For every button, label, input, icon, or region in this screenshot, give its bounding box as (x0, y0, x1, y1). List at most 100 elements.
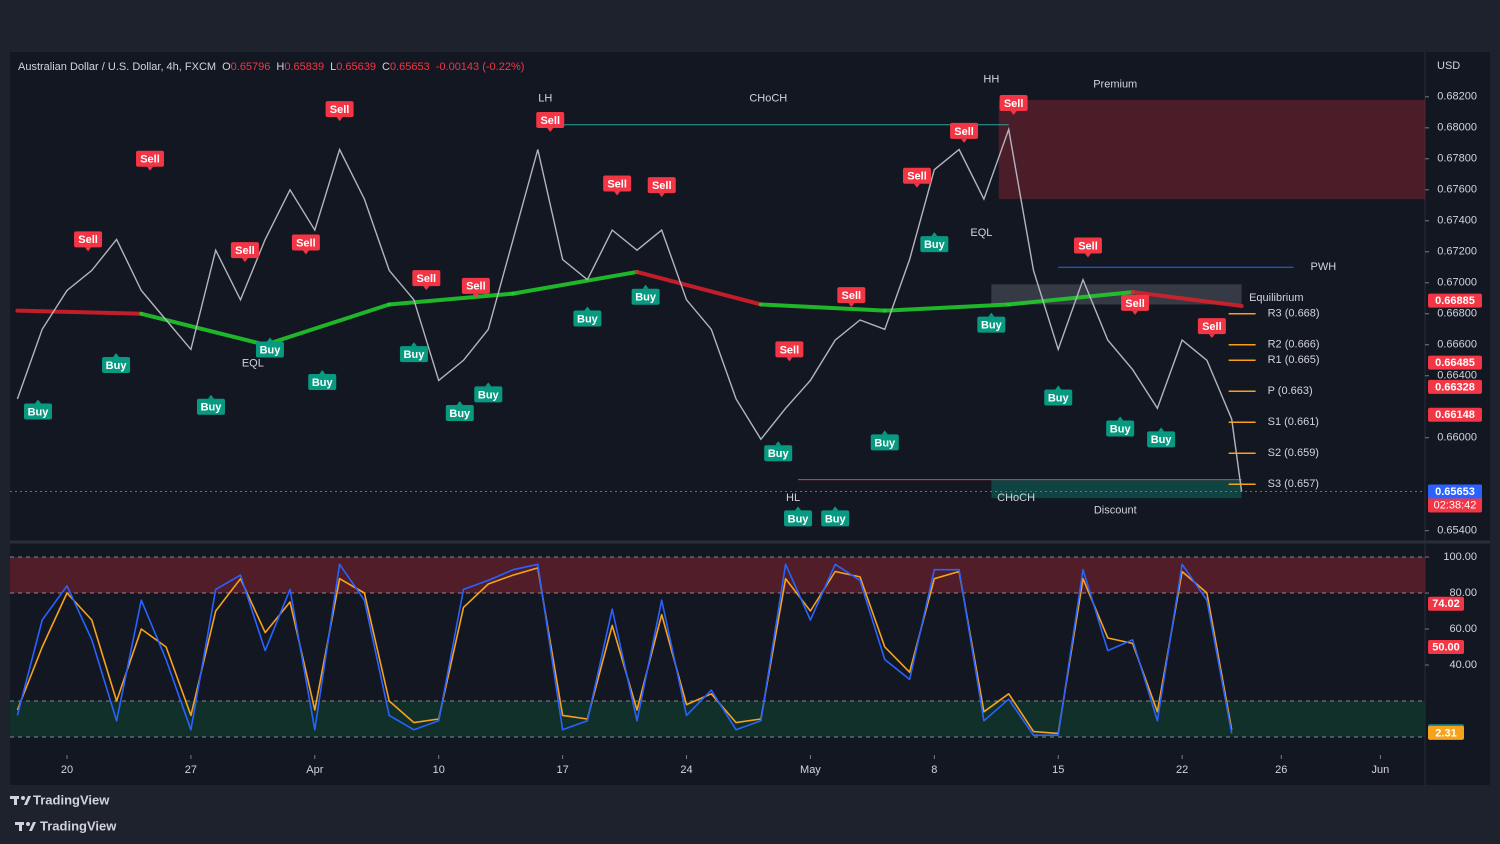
signal-label: Buy (825, 513, 847, 525)
signal-label: Buy (201, 402, 223, 414)
brand: TradingView (40, 818, 117, 833)
signal-pointer (113, 352, 120, 357)
price-tag-label: 0.66148 (1435, 409, 1475, 421)
logo-slash (24, 796, 31, 805)
signal-pointer (795, 506, 802, 511)
signal-pointer (302, 250, 309, 255)
signal-label: Sell (235, 245, 255, 257)
price-tag-label: 0.66485 (1435, 357, 1475, 369)
signal-pointer (1158, 427, 1165, 432)
annotation: HH (983, 74, 999, 86)
signal-pointer (786, 357, 793, 362)
ohlc-value: 0.65796 (231, 61, 271, 73)
price-plot: R3 (0.668) R2 (0.666) R1 (0.665) P (0.663) S… (10, 74, 1425, 527)
signal-badge (764, 445, 793, 462)
header: Australian Dollar / U.S. Dollar, 4h, FXC… (18, 61, 524, 73)
signal-badge (837, 287, 866, 304)
signal-badge (1197, 318, 1226, 335)
zone (998, 99, 1425, 200)
change: -0.00143 (-0.22%) (436, 61, 525, 73)
signal-pointer (614, 191, 621, 196)
y-tick-label: 0.67600 (1437, 184, 1477, 196)
annotation: Discount (1094, 504, 1137, 516)
signal-label: Sell (417, 273, 437, 285)
signal-pointer (961, 138, 968, 143)
ohlc-label: C (382, 61, 390, 73)
pivot-label: S1 (0.661) (1268, 416, 1319, 428)
signal-pointer (547, 128, 554, 133)
price-tag (1428, 407, 1482, 422)
oscillator-line (16, 563, 1233, 736)
price-tag (1428, 355, 1482, 370)
signal-badge (1121, 294, 1150, 311)
signal-badge (631, 288, 660, 305)
y-tick-label: 100.00 (1443, 551, 1477, 563)
signal-label: Sell (1202, 321, 1222, 333)
y-tick-label: 0.67400 (1437, 215, 1477, 227)
signal-badge (1106, 420, 1135, 437)
chart-pane (10, 52, 1490, 785)
signal-pointer (881, 430, 888, 435)
signal-pointer (266, 337, 273, 342)
signal-badge (950, 122, 979, 139)
x-tick-label: 10 (433, 764, 445, 776)
x-tick-label: 17 (556, 764, 568, 776)
pivot-label: R3 (0.668) (1268, 308, 1320, 320)
signal-pointer (1055, 385, 1062, 390)
signal-badge (74, 231, 103, 248)
signal-badge (196, 398, 225, 415)
ohlc-value: 0.65639 (336, 61, 376, 73)
value-tag-label: 74.02 (1432, 598, 1460, 610)
signal-label: Buy (1110, 423, 1132, 435)
annotation: EQL (970, 227, 992, 239)
band (10, 701, 1425, 738)
y-tick-label: 60.00 (1449, 623, 1477, 635)
signal-pointer (336, 117, 343, 122)
signal-label: Sell (540, 115, 560, 127)
x-tick-label: May (800, 764, 821, 776)
y-tick-label: 0.68200 (1437, 91, 1477, 103)
signal-badge (999, 94, 1028, 111)
signal-label: Buy (1151, 434, 1173, 446)
signal-label: Buy (577, 313, 599, 325)
moving-average (634, 269, 763, 307)
signal-label: Sell (907, 171, 927, 183)
signal-label: Sell (954, 126, 974, 138)
currency: USD (1437, 60, 1460, 72)
logo-dot (21, 796, 25, 800)
signal-pointer (319, 370, 326, 375)
signal-badge (102, 356, 131, 373)
signal-pointer (485, 382, 492, 387)
ohlc-value: 0.65653 (390, 61, 430, 73)
value-tag-label: 2.31 (1435, 727, 1456, 739)
signal-badge (474, 386, 503, 403)
moving-average (387, 291, 516, 307)
signal-pointer (85, 247, 92, 252)
signal-pointer (1117, 416, 1124, 421)
pivot-label: S2 (0.659) (1268, 447, 1319, 459)
signal-pointer (775, 441, 782, 446)
signal-badge (445, 404, 474, 421)
signal-label: Sell (78, 234, 98, 246)
signal-badge (325, 101, 354, 118)
y-tick-label: 0.66800 (1437, 308, 1477, 320)
signal-label: Buy (788, 513, 810, 525)
x-tick-label: 24 (680, 764, 692, 776)
signal-label: Sell (1078, 240, 1098, 252)
y-tick-label: 0.68000 (1437, 122, 1477, 134)
zone (991, 479, 1242, 499)
signal-pointer (848, 303, 855, 308)
signal-badge (775, 341, 804, 358)
signal-label: Buy (981, 320, 1003, 332)
y-tick-label: 0.66600 (1437, 339, 1477, 351)
signal-label: Buy (260, 344, 282, 356)
price-tag-label: 0.65653 (1435, 486, 1475, 498)
moving-average (263, 302, 392, 347)
signal-badge (902, 167, 931, 184)
signal-pointer (988, 312, 995, 317)
brand: TradingView (33, 792, 110, 807)
moving-average (1130, 290, 1244, 309)
x-tick-label: 27 (185, 764, 197, 776)
signal-label: Sell (466, 281, 486, 293)
